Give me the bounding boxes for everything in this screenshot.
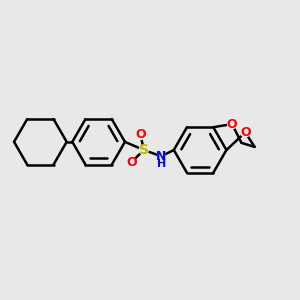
Text: S: S	[139, 143, 149, 157]
Text: O: O	[240, 126, 250, 139]
Text: O: O	[227, 118, 237, 130]
Text: H: H	[157, 159, 166, 170]
Circle shape	[136, 130, 145, 140]
Text: O: O	[126, 156, 136, 169]
Circle shape	[127, 158, 136, 167]
Circle shape	[139, 146, 148, 154]
Circle shape	[158, 152, 165, 160]
Text: N: N	[156, 150, 166, 163]
Text: O: O	[135, 128, 146, 142]
Circle shape	[241, 128, 250, 137]
Circle shape	[228, 120, 237, 129]
